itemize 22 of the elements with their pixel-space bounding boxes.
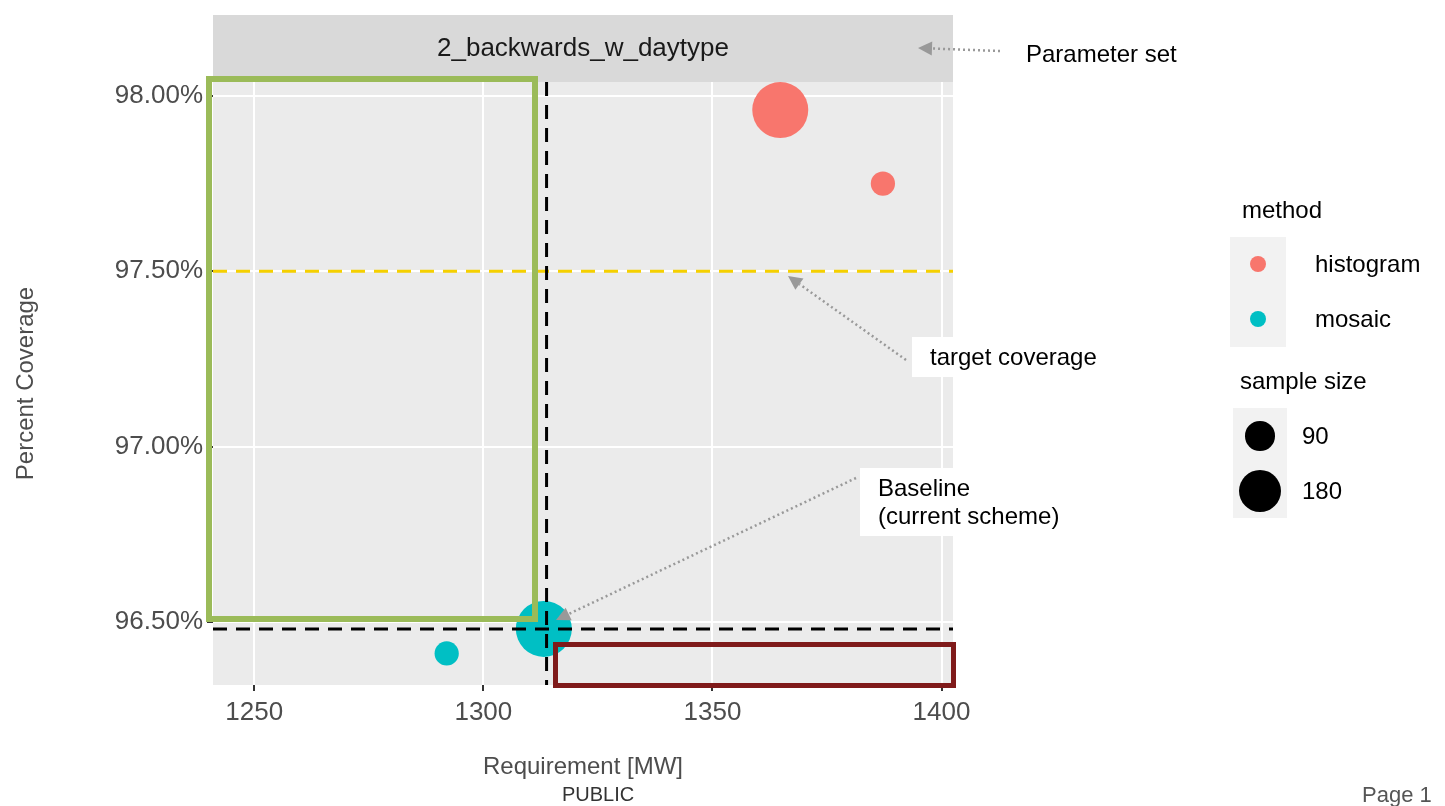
x-tick-label: 1400 [912,695,971,726]
annotation: target coverage [912,337,1115,377]
y-tick-label: 96.50% [114,605,203,636]
legend-title: method [1242,196,1323,224]
x-tick-label: 1250 [225,695,284,726]
y-tick-label: 97.00% [114,429,203,460]
text: sample size [1240,367,1367,395]
y-axis-title: Percent Coverage [11,286,39,481]
chart-title: 2_backwards_w_daytype [437,31,729,62]
annotation: Baseline (current scheme) [860,468,1078,536]
text: Page 1 [1362,782,1432,806]
y-tick-label: 98.00% [114,79,203,110]
x-axis-title: Requirement [MW] [482,752,684,780]
text: PUBLIC [562,783,635,806]
legend-label: 90 [1302,422,1329,450]
text: Parameter set [1008,34,1195,74]
legend-label: 180 [1302,477,1343,505]
legend-label: mosaic [1315,305,1392,333]
x-tick-label: 1300 [454,695,513,726]
legend-label: histogram [1315,250,1421,278]
x-tick-label: 1350 [683,695,742,726]
y-tick-label: 97.50% [114,254,203,285]
